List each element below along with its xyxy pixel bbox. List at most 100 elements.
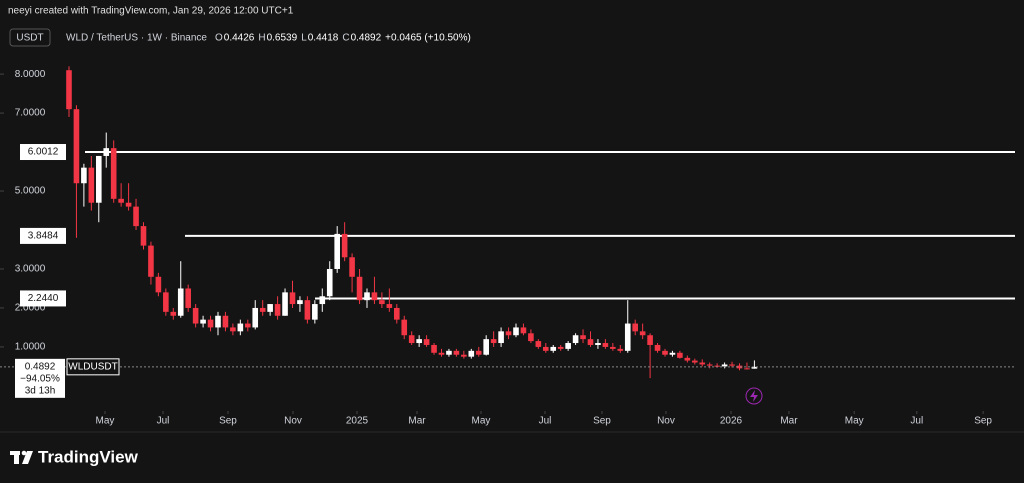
candle-body: [207, 319, 214, 328]
candle-body: [140, 226, 147, 246]
candle-body: [192, 307, 199, 324]
candle-body: [416, 339, 422, 344]
candle-body: [163, 292, 169, 312]
candle-body: [408, 335, 415, 344]
candle-body: [438, 352, 445, 355]
candle-body: [662, 350, 668, 355]
candle-body: [431, 344, 437, 353]
x-tick-label: Mar: [408, 416, 426, 427]
ohlc-value: 0.4418: [308, 33, 339, 44]
candle-body: [177, 288, 184, 316]
candle-body: [371, 292, 378, 301]
ohlc-value: 0.6539: [267, 33, 298, 44]
ohlc-letter: L: [301, 33, 307, 44]
candle-body: [200, 319, 206, 324]
candle-body: [133, 206, 139, 227]
candle-body: [326, 268, 333, 297]
y-tick-label: 1.0000: [15, 342, 46, 353]
candle-body: [334, 233, 340, 269]
x-tick-label: Nov: [657, 416, 675, 427]
candle-body: [103, 148, 110, 156]
plot: 1.0000 2.0000 3.0000 5.0000 7.0000 8.0000 May J…: [0, 66, 1015, 427]
candle-body: [356, 276, 363, 301]
x-tick-label: Nov: [284, 416, 302, 427]
x-tick-label: May: [96, 416, 115, 427]
x-tick-label: May: [472, 416, 491, 427]
candle-body: [602, 343, 609, 347]
x-tick-label: Mar: [780, 416, 798, 427]
last-price: 0.4892: [25, 361, 56, 372]
candle-body: [580, 335, 586, 340]
candle-body: [125, 202, 132, 207]
candle-body: [714, 365, 720, 367]
candle-body: [572, 335, 579, 344]
candle-body: [252, 307, 259, 328]
y-tick-label: 5.0000: [15, 186, 46, 197]
candle-body: [259, 307, 266, 312]
ohlc-letter: H: [258, 33, 265, 44]
level-label-box: [20, 290, 66, 307]
candle-body: [274, 304, 281, 316]
candle-body: [520, 327, 527, 334]
candle-body: [401, 319, 408, 336]
candle-body: [244, 323, 251, 328]
x-tick-label: Jul: [910, 416, 923, 427]
logo-part: [14, 451, 19, 464]
candle-body: [498, 331, 504, 344]
candle-body: [684, 357, 691, 361]
candle-body: [595, 343, 601, 345]
candle-body: [669, 352, 676, 355]
candle-body: [736, 365, 743, 369]
candle-body: [297, 300, 303, 305]
candle-body: [744, 368, 750, 370]
candle-body: [282, 292, 288, 316]
candle-body: [490, 339, 497, 344]
candle-body: [706, 364, 713, 366]
candle-body: [751, 366, 758, 369]
logo-text: TradingView: [38, 447, 139, 466]
currency: USDT: [16, 33, 43, 44]
change-since-start: −94.05%: [20, 373, 60, 384]
candle-body: [461, 354, 467, 357]
candle-body: [95, 155, 102, 203]
y-tick-label: 7.0000: [15, 108, 46, 119]
level-label: 3.8484: [28, 231, 59, 242]
symbol-box: [66, 358, 120, 376]
x-tick-label: 2026: [720, 416, 743, 427]
candle-body: [557, 346, 564, 349]
candle-body: [148, 245, 154, 277]
candle-body: [312, 304, 318, 320]
symbol-title: WLD / TetherUS · 1W · Binance: [66, 33, 207, 44]
candle-body: [215, 315, 221, 328]
y-tick-label: 8.0000: [15, 69, 46, 80]
currency-box[interactable]: [9, 28, 51, 47]
candle-body: [535, 341, 542, 347]
candle-body: [453, 350, 460, 355]
candle-body: [565, 343, 571, 349]
candle-body: [639, 331, 646, 336]
y-tick-label: 2.0000: [15, 303, 46, 314]
level-label: 2.2440: [28, 293, 59, 304]
candle-body: [170, 311, 177, 316]
candle-body: [721, 364, 728, 367]
x-tick-label: Jul: [539, 416, 552, 427]
candle-body: [289, 292, 296, 305]
ohlc-value: 0.4426: [224, 33, 255, 44]
candle-body: [617, 348, 624, 351]
level-label-box: [20, 227, 66, 244]
candle-body: [349, 257, 355, 277]
countdown: 3d 13h: [25, 385, 56, 396]
candle-body: [88, 167, 95, 203]
logo: [10, 450, 33, 464]
ohlc-letter: C: [342, 33, 349, 44]
level-label: 6.0012: [28, 147, 59, 158]
candle-body: [341, 233, 348, 258]
candle-body: [699, 362, 706, 365]
x-tick-label: Sep: [974, 416, 992, 427]
candle-body: [185, 288, 191, 308]
event-icon[interactable]: [745, 387, 763, 405]
logo-part: [21, 450, 27, 456]
candle-body: [624, 323, 631, 351]
